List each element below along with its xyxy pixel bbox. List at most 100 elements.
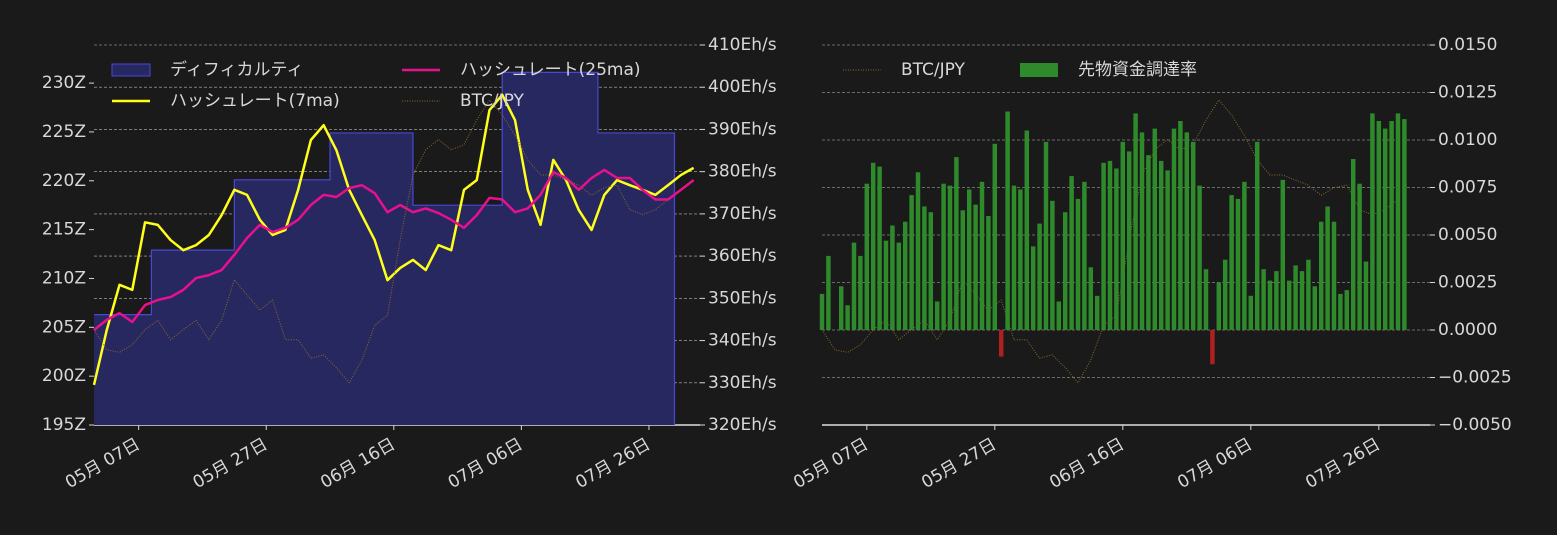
bar (896, 242, 902, 330)
bar (1165, 170, 1170, 330)
bar (1325, 206, 1330, 330)
bar (915, 172, 921, 330)
bar (1139, 132, 1145, 330)
y-tick-label: 0.0150 (1438, 35, 1497, 55)
bar (1363, 261, 1369, 330)
y-tick-label: −0.0050 (1438, 415, 1512, 435)
bar (1280, 179, 1286, 330)
bar (1318, 221, 1324, 330)
bar (1370, 113, 1375, 331)
bar (1037, 223, 1042, 330)
line (93, 168, 695, 331)
area (94, 72, 675, 426)
bar (1274, 271, 1279, 330)
y-tick-label: 390Eh/s (708, 119, 777, 139)
y-tick-label: 215Z (42, 220, 86, 240)
bar (1030, 246, 1036, 330)
bar (1216, 282, 1222, 330)
bar (1203, 269, 1209, 330)
bar (1082, 181, 1087, 330)
bar (902, 221, 908, 330)
legend-swatch (111, 63, 151, 77)
bar (973, 204, 978, 330)
y-tick-label: 350Eh/s (708, 288, 777, 308)
bar (1114, 168, 1119, 330)
bar (819, 293, 825, 330)
legend-label: ハッシュレート(25ma) (460, 60, 641, 80)
bar (858, 255, 863, 330)
line (92, 93, 695, 386)
y-tick-label: 205Z (42, 317, 86, 337)
bar (1005, 111, 1010, 330)
bar (1011, 185, 1017, 330)
bar (966, 189, 972, 330)
bar (1056, 301, 1062, 330)
bar (1242, 181, 1247, 330)
bar (1338, 293, 1343, 330)
y-tick-label: 360Eh/s (708, 246, 777, 266)
bar (1043, 141, 1049, 330)
bar (1075, 198, 1081, 330)
bar (1254, 141, 1260, 330)
bar (1184, 132, 1190, 330)
bar (1261, 269, 1266, 330)
y-tick-label: 400Eh/s (708, 77, 777, 97)
legend-label: BTC/JPY (460, 91, 525, 111)
y-tick-label: 0.0075 (1438, 178, 1497, 198)
bar (864, 183, 870, 330)
bar (1357, 183, 1362, 330)
bar (1210, 330, 1215, 365)
bar (1286, 280, 1292, 330)
bar (922, 206, 927, 330)
bar (1126, 151, 1132, 330)
y-tick-label: 380Eh/s (708, 162, 777, 182)
bar (1171, 128, 1177, 330)
bar (941, 183, 946, 330)
bar (1152, 128, 1158, 330)
bar (954, 157, 959, 330)
bar (1146, 155, 1151, 330)
bar (1389, 121, 1394, 330)
bar (1229, 195, 1234, 330)
bar (1107, 160, 1113, 330)
bar (1293, 265, 1298, 330)
y-tick-label: 410Eh/s (708, 35, 777, 55)
bar (1222, 259, 1228, 330)
legend-label: ディフィカルティ (170, 59, 303, 80)
y-tick-label: 0.0100 (1438, 130, 1497, 150)
bar (1306, 259, 1311, 330)
bar (1069, 176, 1074, 330)
bar (838, 286, 844, 330)
y-tick-label: 320Eh/s (708, 415, 777, 435)
bar (890, 225, 895, 330)
bar (1050, 200, 1055, 330)
line (93, 99, 669, 384)
bar (1395, 113, 1401, 331)
legend-label: 先物資金調達率 (1078, 60, 1197, 80)
legend-swatch (1020, 63, 1058, 77)
bar (928, 212, 934, 330)
bar (1331, 221, 1337, 330)
bar (1350, 159, 1356, 330)
y-tick-label: 340Eh/s (708, 331, 777, 351)
bar (909, 195, 914, 330)
bar (883, 240, 889, 330)
step-line (94, 71, 676, 425)
bar (992, 143, 998, 330)
bar (979, 181, 985, 330)
bar (1197, 185, 1202, 330)
y-tick-label: −0.0025 (1438, 368, 1512, 388)
bar (1190, 141, 1196, 330)
bar (934, 301, 940, 330)
y-tick-label: 195Z (42, 415, 86, 435)
bar (1158, 160, 1164, 330)
y-tick-label: 0.0050 (1438, 225, 1497, 245)
y-tick-label: 230Z (42, 73, 86, 93)
bar (1312, 286, 1318, 330)
y-tick-label: 0.0125 (1438, 83, 1497, 103)
bar (1376, 121, 1382, 330)
legend-label: BTC/JPY (901, 60, 966, 80)
bar (870, 162, 876, 330)
